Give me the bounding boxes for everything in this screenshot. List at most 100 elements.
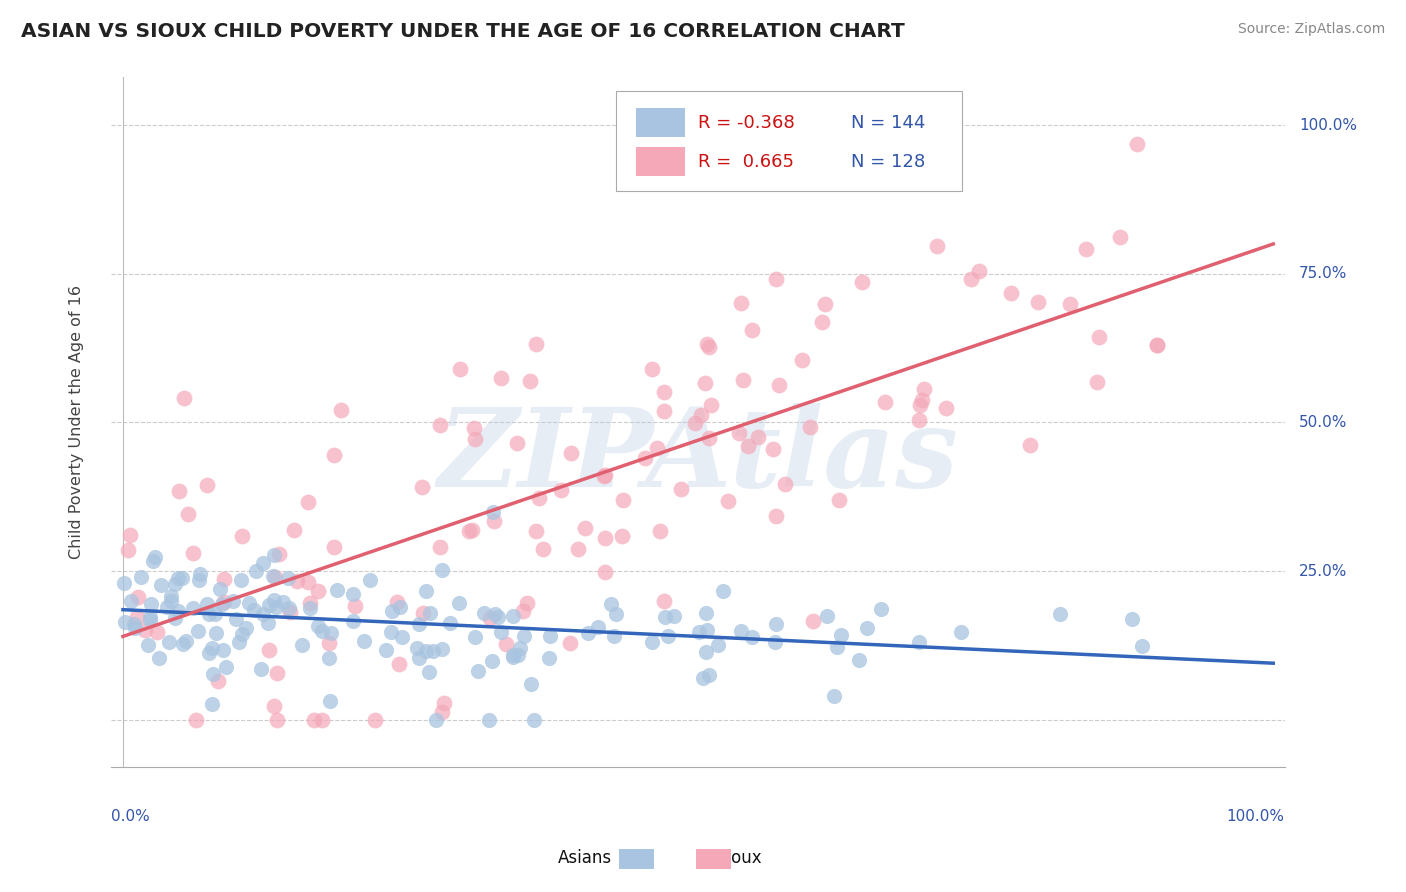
Sioux [645, 441, 668, 455]
Asians [696, 623, 718, 637]
Asians [508, 648, 530, 662]
Asians [235, 621, 257, 635]
Sioux [516, 596, 538, 610]
Sioux [907, 413, 929, 427]
Sioux [505, 435, 527, 450]
Sioux [385, 595, 408, 609]
Sioux [717, 494, 740, 508]
Asians [1049, 607, 1071, 621]
Asians [321, 626, 343, 640]
Sioux [560, 446, 582, 460]
Sioux [134, 623, 156, 637]
Asians [307, 618, 329, 632]
Sioux [524, 524, 547, 539]
Sioux [344, 599, 367, 613]
Asians [120, 594, 142, 608]
Sioux [652, 594, 675, 608]
Asians [654, 610, 676, 624]
Sioux [593, 531, 616, 545]
Asians [418, 665, 440, 679]
Asians [201, 640, 224, 655]
Sioux [1000, 285, 1022, 300]
Sioux [267, 547, 290, 561]
Sioux [322, 448, 344, 462]
Sioux [266, 665, 288, 680]
Asians [641, 634, 664, 648]
Text: ASIAN VS SIOUX CHILD POVERTY UNDER THE AGE OF 16 CORRELATION CHART: ASIAN VS SIOUX CHILD POVERTY UNDER THE A… [21, 22, 905, 41]
Sioux [117, 543, 139, 558]
Text: Child Poverty Under the Age of 16: Child Poverty Under the Age of 16 [69, 285, 84, 559]
Sioux [737, 439, 759, 453]
Text: Source: ZipAtlas.com: Source: ZipAtlas.com [1237, 22, 1385, 37]
Asians [520, 677, 543, 691]
Asians [172, 571, 194, 585]
Sioux [697, 432, 720, 446]
Sioux [693, 376, 716, 390]
Asians [114, 615, 136, 629]
Asians [489, 625, 512, 640]
Text: 0.0%: 0.0% [111, 809, 150, 823]
Sioux [641, 361, 664, 376]
Sioux [495, 637, 517, 651]
Sioux [1146, 338, 1168, 352]
Sioux [775, 476, 797, 491]
Sioux [329, 402, 352, 417]
Sioux [960, 272, 983, 286]
Asians [692, 671, 714, 685]
Asians [208, 582, 231, 596]
Asians [353, 633, 375, 648]
Asians [422, 644, 444, 658]
Asians [202, 666, 225, 681]
Sioux [318, 636, 340, 650]
Asians [231, 573, 253, 587]
Sioux [125, 610, 148, 624]
Sioux [449, 362, 471, 376]
Asians [823, 689, 845, 703]
Sioux [1088, 330, 1111, 344]
Asians [157, 635, 180, 649]
Asians [430, 563, 453, 577]
Sioux [1026, 294, 1049, 309]
Sioux [285, 574, 308, 589]
Asians [605, 607, 627, 621]
Sioux [364, 713, 387, 727]
Sioux [307, 584, 329, 599]
Asians [599, 597, 621, 611]
Text: 25.0%: 25.0% [1299, 564, 1347, 579]
Asians [481, 654, 503, 668]
Asians [188, 567, 211, 582]
Asians [657, 629, 679, 643]
Sioux [811, 315, 834, 329]
Asians [252, 607, 274, 621]
Sioux [1059, 296, 1081, 310]
Asians [231, 627, 253, 641]
Asians [388, 599, 411, 614]
Asians [318, 650, 340, 665]
Sioux [762, 442, 785, 456]
Sioux [127, 590, 149, 604]
Asians [257, 616, 280, 631]
Sioux [593, 468, 616, 483]
Text: 100.0%: 100.0% [1227, 809, 1285, 823]
Sioux [696, 336, 718, 351]
Sioux [1108, 230, 1130, 244]
Sioux [967, 263, 990, 277]
Asians [482, 505, 505, 519]
Text: R =  0.665: R = 0.665 [699, 153, 794, 170]
Asians [243, 603, 266, 617]
Sioux [278, 605, 301, 619]
Text: Sioux: Sioux [717, 849, 762, 867]
Sioux [207, 673, 229, 688]
Asians [277, 600, 299, 615]
Asians [139, 613, 162, 627]
Asians [509, 641, 531, 656]
Asians [484, 607, 506, 621]
Asians [228, 634, 250, 648]
Sioux [652, 385, 675, 400]
Asians [950, 624, 973, 639]
Asians [848, 653, 870, 667]
Sioux [297, 574, 319, 589]
Sioux [593, 469, 616, 483]
Asians [271, 595, 294, 609]
Asians [1121, 612, 1143, 626]
